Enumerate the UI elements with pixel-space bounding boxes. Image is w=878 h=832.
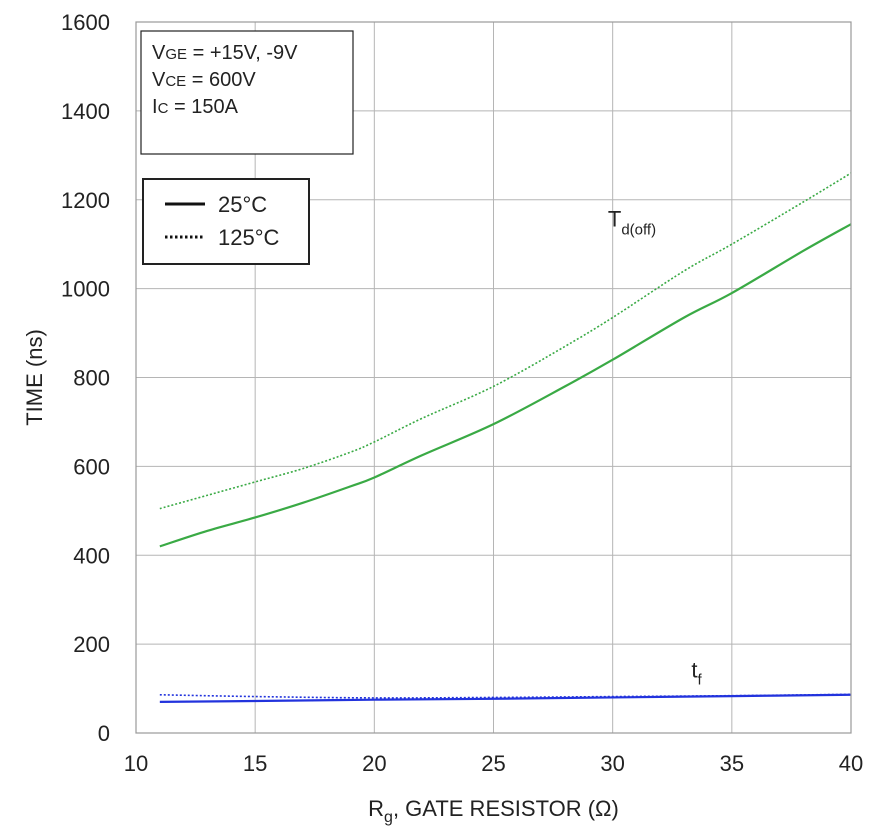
x-axis-title-rest: , GATE RESISTOR (Ω) xyxy=(393,796,619,821)
legend-label-25c: 25°C xyxy=(218,192,267,217)
plot-frame xyxy=(135,21,852,734)
condition-ic: IC = 150A xyxy=(152,96,239,118)
y-tick-label: 0 xyxy=(98,721,110,746)
series-line-td-off-25-c xyxy=(159,223,852,548)
y-tick-label: 1000 xyxy=(61,277,110,302)
annotation-tf: tf xyxy=(691,657,702,688)
y-tick-label: 1400 xyxy=(61,99,110,124)
tick-labels: 10 15 20 25 30 35 4002004006008001000120014001… xyxy=(61,10,863,776)
legend: 25°C 125°C xyxy=(142,178,310,265)
y-tick-label: 400 xyxy=(73,543,110,568)
condition-vce: VCE = 600V xyxy=(152,69,256,91)
x-tick-label: 40 xyxy=(839,751,863,776)
legend-label-125c: 125°C xyxy=(218,225,280,250)
x-tick-label: 25 xyxy=(481,751,505,776)
x-axis-title-main: R xyxy=(368,796,384,821)
series-layer xyxy=(159,172,852,703)
condition-vge: VGE = +15V, -9V xyxy=(152,42,298,64)
y-tick-label: 200 xyxy=(73,632,110,657)
annotation-td-off: Td(off) xyxy=(608,206,656,238)
x-axis-title-sub: g xyxy=(384,809,393,826)
y-axis-title: TIME (ns) xyxy=(22,329,47,426)
series-line-td-off-125-c xyxy=(159,172,852,510)
y-tick-label: 800 xyxy=(73,366,110,391)
y-tick-label: 1600 xyxy=(61,10,110,35)
x-axis-title: Rg, GATE RESISTOR (Ω) xyxy=(368,796,619,826)
conditions-box-frame xyxy=(140,30,354,155)
legend-frame xyxy=(142,178,310,265)
grid xyxy=(135,21,852,734)
conditions-box: VGE = +15V, -9V VCE = 600V IC = 150A xyxy=(140,30,354,155)
series-line-tf-125-c xyxy=(159,693,852,699)
y-tick-label: 1200 xyxy=(61,188,110,213)
x-tick-label: 20 xyxy=(362,751,386,776)
x-tick-label: 15 xyxy=(243,751,267,776)
x-tick-label: 35 xyxy=(720,751,744,776)
y-tick-label: 600 xyxy=(73,454,110,479)
x-tick-label: 30 xyxy=(600,751,624,776)
x-tick-label: 10 xyxy=(124,751,148,776)
